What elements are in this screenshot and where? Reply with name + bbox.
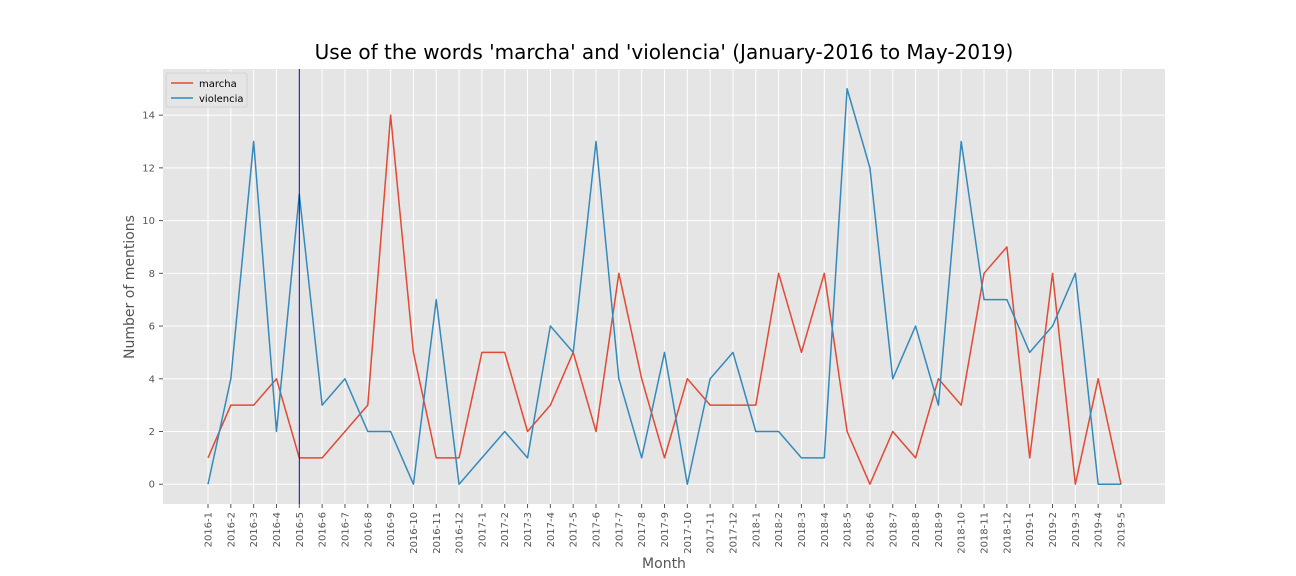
x-tick-label: 2017-1	[477, 512, 488, 547]
grid	[163, 69, 1165, 504]
x-tick-label: 2017-3	[523, 512, 534, 547]
x-tick-label: 2018-11	[980, 512, 991, 554]
x-tick-label: 2019-4	[1094, 512, 1105, 547]
y-tick-label: 10	[142, 216, 155, 227]
x-tick-label: 2018-5	[843, 512, 854, 547]
y-axis-ticks: 0 2 4 6 8 10 12 14	[142, 111, 163, 491]
chart-title: Use of the words 'marcha' and 'violencia…	[315, 40, 1014, 64]
y-tick-label: 12	[142, 163, 155, 174]
x-tick-label: 2018-6	[865, 512, 876, 547]
x-tick-label: 2016-1	[204, 512, 215, 547]
series-lines	[207, 88, 1122, 485]
x-tick-label: 2018-2	[774, 512, 785, 547]
x-tick-label: 2016-7	[340, 512, 351, 547]
x-tick-label: 2016-5	[295, 512, 306, 547]
x-tick-label: 2017-5	[569, 512, 580, 547]
x-tick-label: 2018-10	[957, 512, 968, 554]
x-tick-label: 2016-6	[318, 512, 329, 547]
y-axis-label: Number of mentions	[122, 215, 138, 359]
x-tick-label: 2018-7	[888, 512, 899, 547]
x-tick-label: 2017-8	[637, 512, 648, 547]
x-tick-label: 2018-8	[911, 512, 922, 547]
x-tick-label: 2019-5	[1117, 512, 1128, 547]
x-tick-label: 2019-2	[1048, 512, 1059, 547]
y-tick-label: 6	[149, 322, 155, 333]
x-tick-label: 2017-11	[706, 512, 717, 554]
series-line-violencia	[207, 88, 1121, 485]
x-tick-label: 2017-6	[592, 512, 603, 547]
y-tick-label: 2	[149, 427, 155, 438]
x-tick-label: 2019-3	[1071, 512, 1082, 547]
x-tick-label: 2018-4	[820, 512, 831, 547]
x-tick-label: 2019-1	[1025, 512, 1036, 547]
x-tick-label: 2016-9	[386, 512, 397, 547]
x-tick-label: 2016-2	[226, 512, 237, 547]
x-tick-label: 2018-3	[797, 512, 808, 547]
x-tick-label: 2016-8	[363, 512, 374, 547]
y-tick-label: 4	[149, 374, 155, 385]
x-tick-label: 2016-3	[249, 512, 260, 547]
x-tick-label: 2017-9	[660, 512, 671, 547]
legend-label-marcha: marcha	[199, 79, 237, 90]
y-tick-label: 0	[149, 480, 155, 491]
y-tick-label: 8	[149, 269, 155, 280]
legend-label-violencia: violencia	[199, 94, 244, 105]
x-tick-label: 2017-12	[728, 512, 739, 554]
y-tick-label: 14	[142, 111, 155, 122]
x-tick-label: 2018-9	[934, 512, 945, 547]
x-tick-label: 2018-12	[1002, 512, 1013, 554]
x-tick-label: 2017-7	[614, 512, 625, 547]
x-tick-label: 2016-11	[432, 512, 443, 554]
x-axis-label: Month	[642, 556, 686, 572]
x-tick-label: 2016-10	[409, 512, 420, 554]
x-tick-label: 2016-12	[455, 512, 466, 554]
legend: marcha violencia	[165, 72, 248, 108]
x-tick-label: 2018-1	[751, 512, 762, 547]
x-tick-label: 2016-4	[272, 512, 283, 547]
x-tick-label: 2017-10	[683, 512, 694, 554]
x-tick-label: 2017-2	[500, 512, 511, 547]
x-tick-label: 2017-4	[546, 512, 557, 547]
x-axis-ticks: 2016-1 2016-2 2016-3 2016-4 2016-5 2016-6 2016…	[204, 504, 1128, 554]
